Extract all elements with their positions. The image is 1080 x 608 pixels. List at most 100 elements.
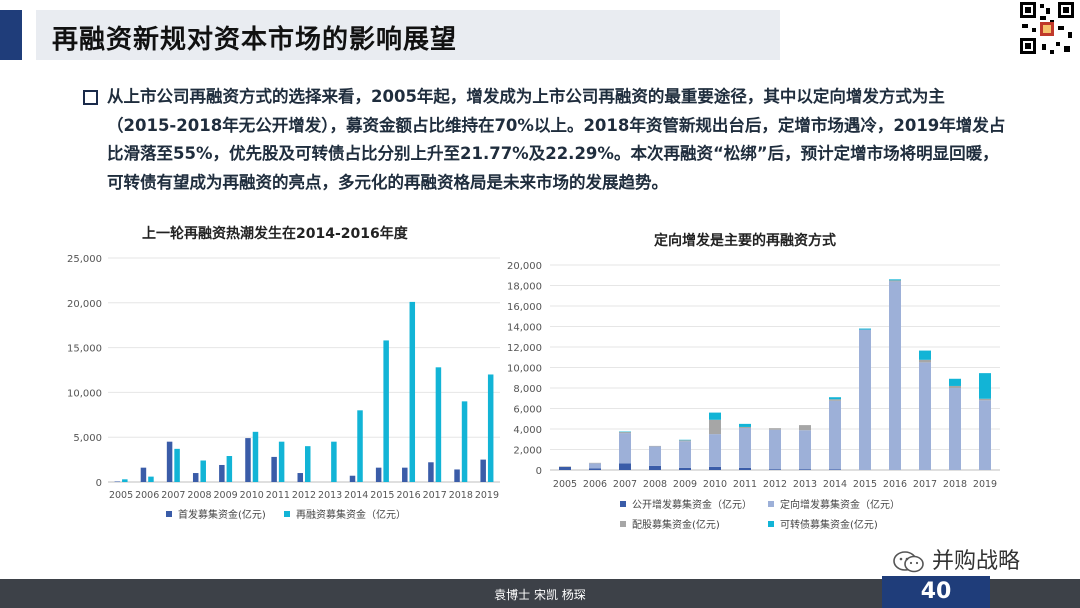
- x-tick-label: 2010: [240, 490, 264, 501]
- y-tick-label: 14,000: [507, 323, 542, 334]
- x-tick-label: 2009: [214, 490, 238, 501]
- stack-seg-2-2017: [919, 359, 931, 363]
- x-tick-label: 2011: [733, 479, 757, 490]
- stack-seg-1-2009: [679, 441, 691, 468]
- y-tick-label: 6,000: [513, 405, 542, 416]
- y-tick-label: 16,000: [507, 302, 542, 313]
- watermark: 并购战略: [892, 543, 1020, 575]
- x-tick-label: 2013: [793, 479, 817, 490]
- x-tick-label: 2011: [266, 490, 290, 501]
- stack-seg-3-2014: [829, 397, 841, 400]
- bar-ipo-2006: [140, 467, 147, 482]
- x-tick-label: 2017: [423, 490, 447, 501]
- x-tick-label: 2012: [292, 490, 316, 501]
- bar-refinancing-2005: [122, 479, 128, 482]
- legend-label: 公开增发募集资金（亿元）: [632, 498, 752, 511]
- stack-seg-2-2005: [559, 466, 571, 467]
- bar-refinancing-2014: [357, 410, 363, 482]
- legend-label: 再融资募集资金（亿元）: [296, 508, 406, 521]
- stack-seg-3-2015: [859, 328, 871, 330]
- legend-label: 配股募集资金(亿元): [632, 518, 720, 531]
- stack-seg-3-2019: [979, 373, 991, 399]
- stack-seg-3-2017: [919, 350, 931, 360]
- stack-seg-1-2006: [589, 463, 601, 469]
- bar-refinancing-2008: [200, 460, 206, 482]
- x-tick-label: 2013: [318, 490, 342, 501]
- x-tick-label: 2014: [823, 479, 847, 490]
- stack-seg-0-2010: [709, 466, 721, 470]
- x-tick-label: 2015: [853, 479, 877, 490]
- bar-refinancing-2010: [252, 431, 259, 482]
- stack-seg-2-2019: [979, 398, 991, 401]
- x-tick-label: 2008: [187, 490, 211, 501]
- stack-seg-1-2015: [859, 329, 871, 470]
- stack-seg-2-2014: [829, 399, 841, 401]
- stack-seg-2-2006: [589, 462, 601, 464]
- bar-ipo-2009: [219, 464, 225, 482]
- footer-authors: 袁博士 宋凯 杨琛: [494, 588, 586, 602]
- wechat-icon: [893, 551, 924, 573]
- chart2-title: 定向增发是主要的再融资方式: [654, 233, 836, 249]
- stack-seg-1-2011: [739, 427, 751, 468]
- stack-seg-3-2011: [739, 423, 751, 427]
- x-tick-label: 2012: [763, 479, 787, 490]
- x-tick-label: 2006: [135, 490, 159, 501]
- stack-seg-2-2010: [709, 419, 721, 435]
- stack-seg-2-2013: [799, 425, 811, 431]
- x-tick-label: 2016: [396, 490, 420, 501]
- x-tick-label: 2010: [703, 479, 727, 490]
- bar-ipo-2015: [375, 467, 382, 482]
- title-accent: [0, 10, 22, 60]
- stack-seg-0-2009: [679, 467, 691, 470]
- stack-seg-3-2007: [619, 431, 631, 433]
- x-tick-label: 2005: [553, 479, 577, 490]
- stack-seg-2-2008: [649, 445, 661, 447]
- stack-seg-1-2017: [919, 362, 931, 470]
- bar-refinancing-2006: [148, 476, 154, 482]
- bar-refinancing-2017: [435, 367, 442, 482]
- y-tick-label: 15,000: [67, 344, 102, 355]
- x-tick-label: 2007: [161, 490, 185, 501]
- bar-ipo-2016: [402, 467, 408, 482]
- stack-seg-2-2009: [679, 440, 691, 442]
- stack-seg-3-2009: [679, 439, 691, 441]
- stack-seg-1-2016: [889, 281, 901, 470]
- stack-seg-0-2006: [589, 468, 601, 470]
- summary-paragraph: 从上市公司再融资方式的选择来看，2005年起，增发成为上市公司再融资的最重要途径…: [107, 87, 1006, 192]
- stack-seg-0-2014: [829, 469, 841, 470]
- y-tick-label: 12,000: [507, 343, 542, 354]
- bar-ipo-2019: [480, 459, 486, 482]
- chart1-title: 上一轮再融资热潮发生在2014-2016年度: [142, 226, 408, 242]
- watermark-text: 并购战略: [932, 549, 1021, 574]
- stack-seg-0-2008: [649, 465, 661, 470]
- bar-ipo-2011: [271, 456, 277, 482]
- legend-swatch: [284, 511, 290, 517]
- bar-refinancing-2016: [409, 301, 416, 482]
- y-tick-label: 5,000: [73, 433, 102, 444]
- stack-seg-3-2016: [889, 279, 901, 281]
- bar-refinancing-2009: [226, 456, 233, 482]
- legend-swatch: [620, 521, 626, 527]
- y-tick-label: 10,000: [507, 364, 542, 375]
- bar-ipo-2010: [245, 438, 251, 482]
- stack-seg-1-2007: [619, 433, 631, 464]
- page-number: 40: [882, 576, 990, 608]
- y-tick-label: 25,000: [67, 254, 102, 265]
- qr-code-icon[interactable]: [1018, 0, 1076, 56]
- bar-ipo-2008: [192, 473, 199, 482]
- stack-seg-1-2018: [949, 388, 961, 470]
- x-tick-label: 2018: [943, 479, 967, 490]
- x-tick-label: 2005: [109, 490, 133, 501]
- stack-seg-0-2005: [559, 466, 571, 470]
- legend-label: 定向增发募集资金（亿元）: [780, 498, 900, 511]
- stack-seg-2-2011: [739, 426, 751, 428]
- bar-ipo-2012: [297, 473, 303, 482]
- y-tick-label: 20,000: [507, 261, 542, 272]
- legend-swatch: [768, 501, 774, 507]
- bar-ipo-2005: [114, 481, 121, 482]
- stack-seg-1-2008: [649, 446, 661, 466]
- legend-swatch: [166, 511, 172, 517]
- stack-seg-1-2013: [799, 430, 811, 470]
- y-tick-label: 8,000: [513, 384, 542, 395]
